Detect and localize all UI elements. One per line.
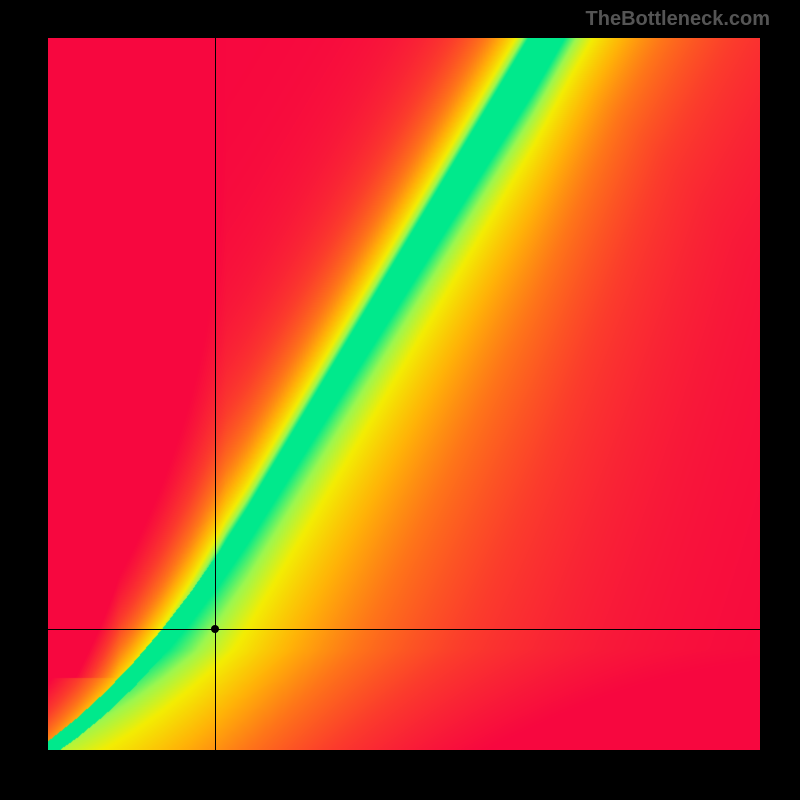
heatmap-canvas: [48, 38, 760, 750]
heatmap-plot: [48, 38, 760, 750]
crosshair-vertical: [215, 38, 216, 750]
watermark-text: TheBottleneck.com: [586, 8, 770, 31]
crosshair-horizontal: [48, 629, 760, 630]
